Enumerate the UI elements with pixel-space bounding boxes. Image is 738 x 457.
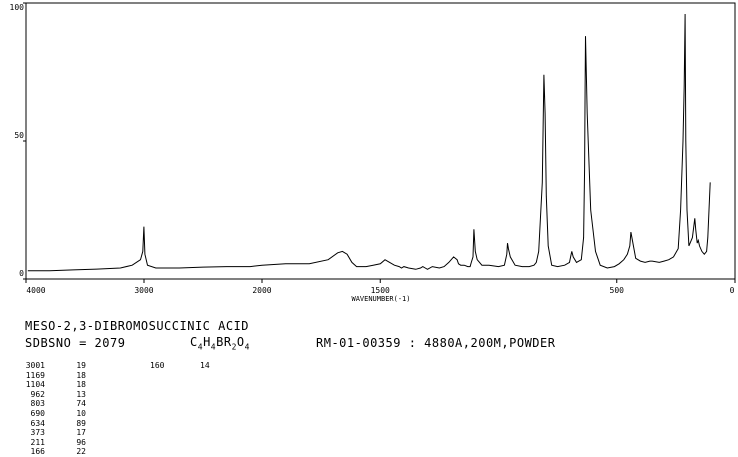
spectrum-line	[27, 13, 711, 272]
spectrum-chart: 4000 3000 2000 1500 500 0 0 50 100 WAVENUMBER(-1…	[10, 2, 736, 303]
peak-wavenumber: 166	[30, 447, 45, 457]
peak-wavenumber: 1104	[25, 380, 45, 390]
x-tick-label-4000: 4000	[26, 286, 45, 295]
y-tick-label-0: 0	[19, 269, 24, 278]
peak-wavenumber: 634	[30, 418, 45, 428]
x-tick-label-3000: 3000	[134, 286, 153, 295]
peak-intensity: 18	[76, 380, 86, 390]
peak-intensity: 17	[76, 428, 86, 438]
x-tick-label-0: 0	[730, 286, 735, 295]
peak-wavenumber: 373	[30, 428, 45, 438]
peak-intensity: 19	[76, 361, 86, 370]
molecular-formula: C4H4BR2O4	[190, 335, 250, 352]
y-tick-label-50: 50	[14, 131, 24, 140]
peak-intensity: 22	[76, 447, 86, 457]
plot-frame	[25, 2, 736, 280]
y-tick-label-100: 100	[10, 3, 25, 12]
extra-peak-wavenumber: 160	[150, 361, 165, 370]
peak-wavenumber: 211	[30, 437, 45, 447]
extra-peak-intensity: 14	[200, 361, 210, 370]
peak-intensity: 13	[76, 389, 86, 399]
peak-intensity: 96	[76, 437, 86, 447]
peak-wavenumber: 803	[30, 399, 45, 409]
compound-name: MESO-2,3-DIBROMOSUCCINIC ACID	[25, 319, 250, 333]
x-axis-label: WAVENUMBER(-1)	[351, 295, 410, 303]
sdbs-number: SDBSNO = 2079	[25, 336, 126, 350]
peak-intensity: 89	[76, 418, 86, 428]
x-tick-label-500: 500	[610, 286, 625, 295]
x-tick-label-2000: 2000	[252, 286, 271, 295]
x-tick-label-1500: 1500	[371, 286, 390, 295]
peak-wavenumber: 1169	[25, 370, 45, 380]
peak-wavenumber: 690	[30, 409, 45, 418]
sample-info: RM-01-00359 : 4880A,200M,POWDER	[316, 336, 556, 350]
axis-tick-labels: 4000 3000 2000 1500 500 0 0 50 100	[10, 3, 735, 295]
peak-intensity: 18	[76, 370, 86, 380]
peak-intensity: 74	[76, 399, 86, 409]
peak-intensity: 10	[76, 409, 86, 418]
peak-wavenumber: 3001	[25, 361, 45, 370]
axis-ticks	[23, 2, 736, 283]
peak-wavenumber: 962	[30, 389, 45, 399]
